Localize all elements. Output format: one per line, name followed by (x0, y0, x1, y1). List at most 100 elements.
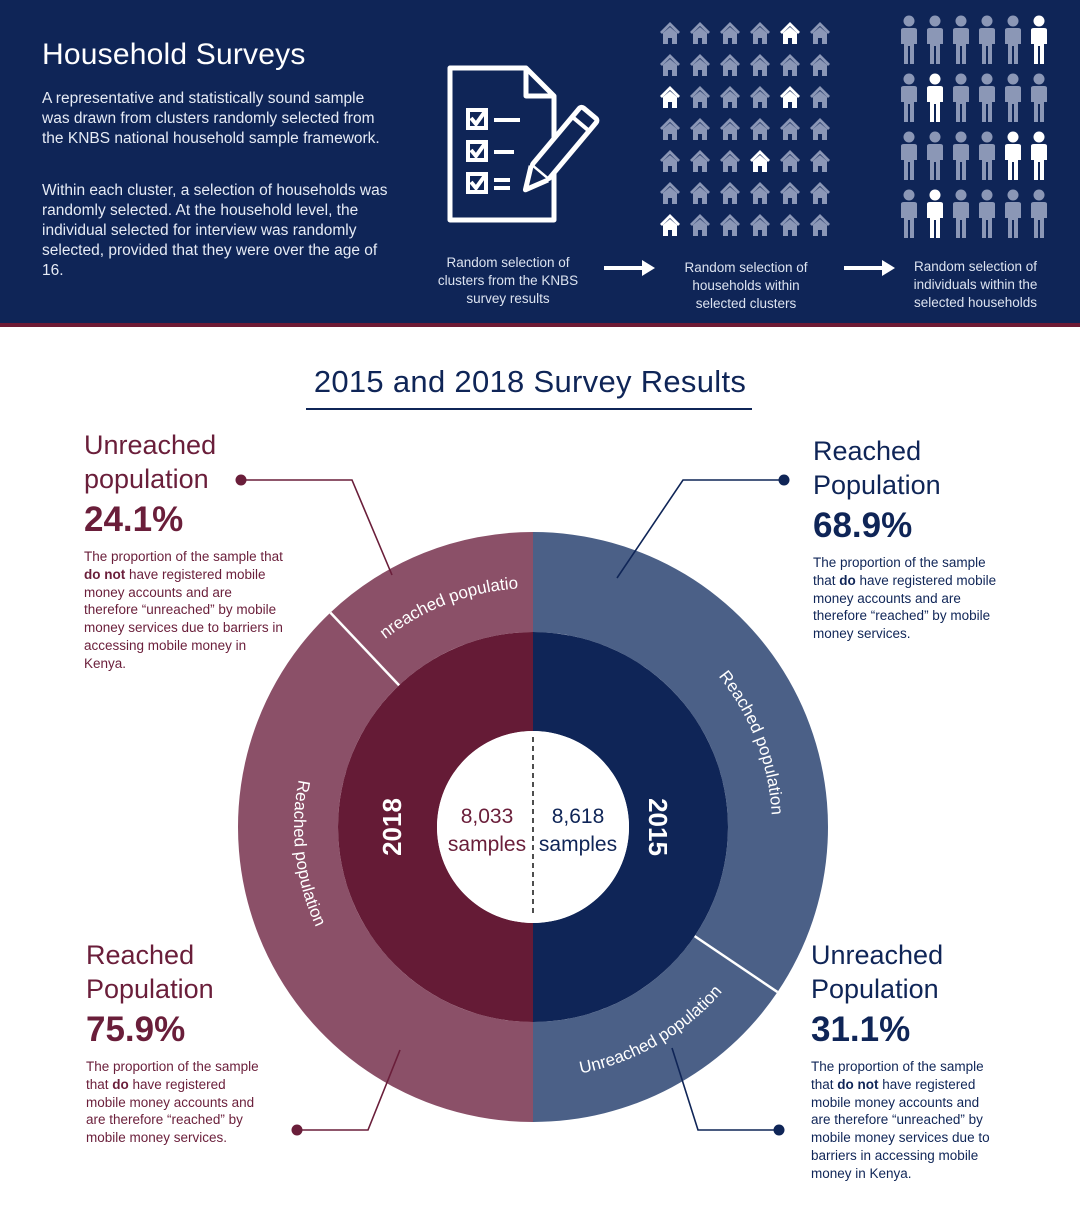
house-icon (810, 118, 830, 140)
callout-percentage: 31.1% (811, 1010, 911, 1049)
house-icon (810, 86, 830, 108)
callout-unreached-2018: Unreached population 24.1% The proportion… (84, 428, 304, 673)
house-icon (750, 118, 770, 140)
callout-description: The proportion of the sample that do not… (811, 1059, 990, 1181)
person-icon (901, 73, 917, 122)
person-icon (901, 15, 917, 64)
house-icon (660, 86, 680, 108)
person-icon (1031, 189, 1047, 238)
house-icon (690, 182, 710, 204)
samples-2015-value: 8,618 (552, 805, 605, 828)
arrow-right-icon (844, 260, 895, 276)
arrow-right-icon (604, 260, 655, 276)
house-icon (660, 22, 680, 44)
house-icon (690, 150, 710, 172)
survey-checklist-icon (447, 65, 600, 223)
banner-accent-rule (0, 323, 1080, 327)
samples-2015-label: samples (539, 833, 617, 856)
house-icon (780, 150, 800, 172)
segment-divider (329, 611, 400, 687)
house-icon (810, 182, 830, 204)
person-icon (927, 131, 943, 180)
results-title: 2015 and 2018 Survey Results (313, 364, 747, 399)
house-icon (750, 54, 770, 76)
inner-ring-2018 (338, 632, 533, 1022)
house-grid-icon (660, 22, 830, 236)
person-icon (927, 15, 943, 64)
callout-unreached-2015: Unreached Population 31.1% The proportion… (811, 938, 1031, 1183)
callout-reached-2015: Reached Population 68.9% The proportion o… (813, 434, 1033, 643)
leader-line-unreached-2018-dot (235, 474, 247, 486)
house-icon (690, 118, 710, 140)
person-icon (979, 189, 995, 238)
person-icon (1005, 189, 1021, 238)
house-icon (750, 22, 770, 44)
house-icon (690, 214, 710, 236)
house-icon (810, 214, 830, 236)
callout-reached-2018: Reached Population 75.9% The proportion o… (86, 938, 306, 1147)
donut-segment-2015 (533, 936, 778, 1122)
house-icon (810, 150, 830, 172)
leader-line-reached-2018-dot (291, 1124, 303, 1136)
house-icon (660, 214, 680, 236)
house-icon (720, 182, 740, 204)
banner-paragraph-1: A representative and statistically sound… (42, 90, 380, 147)
house-icon (720, 150, 740, 172)
callout-description: The proportion of the sample that do hav… (86, 1059, 259, 1146)
leader-line-unreached-2015-dot (773, 1124, 785, 1136)
callout-description: The proportion of the sample that do not… (84, 549, 283, 671)
step-label-clusters: Random selection of clusters from the KN… (437, 255, 579, 306)
house-icon (780, 22, 800, 44)
house-icon (720, 118, 740, 140)
people-grid-icon (901, 15, 1047, 238)
house-icon (660, 118, 680, 140)
callout-label: Unreached population (84, 430, 217, 494)
person-icon (1031, 15, 1047, 64)
step-label-individuals: Random selection of individuals within t… (913, 259, 1038, 310)
person-icon (901, 131, 917, 180)
year-label-2015: 2015 (643, 798, 673, 856)
house-icon (810, 22, 830, 44)
house-icon (750, 214, 770, 236)
house-icon (720, 22, 740, 44)
house-icon (780, 54, 800, 76)
leader-line-unreached-2015 (671, 1047, 779, 1131)
person-icon (927, 73, 943, 122)
house-icon (780, 86, 800, 108)
house-icon (780, 214, 800, 236)
house-icon (690, 54, 710, 76)
donut-segment-2015 (533, 532, 828, 993)
person-icon (1005, 73, 1021, 122)
person-icon (979, 15, 995, 64)
person-icon (979, 131, 995, 180)
house-icon (660, 182, 680, 204)
leader-line-unreached-2018 (241, 479, 393, 576)
year-label-2018: 2018 (377, 798, 407, 856)
title-underline (306, 408, 752, 410)
callout-label: Reached Population (813, 436, 941, 500)
callout-percentage: 68.9% (813, 506, 913, 545)
samples-2018-label: samples (448, 833, 526, 856)
leader-line-reached-2015-dot (778, 474, 790, 486)
callout-percentage: 24.1% (84, 500, 184, 539)
house-icon (780, 118, 800, 140)
banner-title: Household Surveys (42, 38, 306, 71)
person-icon (953, 189, 969, 238)
donut-segment-2018 (330, 532, 533, 686)
house-icon (720, 54, 740, 76)
house-icon (720, 86, 740, 108)
samples-2018-value: 8,033 (461, 805, 514, 828)
person-icon (927, 189, 943, 238)
callout-label: Reached Population (86, 940, 214, 1004)
person-icon (953, 131, 969, 180)
house-icon (780, 182, 800, 204)
person-icon (1005, 15, 1021, 64)
step-label-households: Random selection of households within se… (684, 260, 808, 311)
house-icon (810, 54, 830, 76)
person-icon (953, 15, 969, 64)
person-icon (1031, 73, 1047, 122)
house-icon (720, 214, 740, 236)
house-icon (690, 22, 710, 44)
segment-divider (693, 935, 779, 994)
